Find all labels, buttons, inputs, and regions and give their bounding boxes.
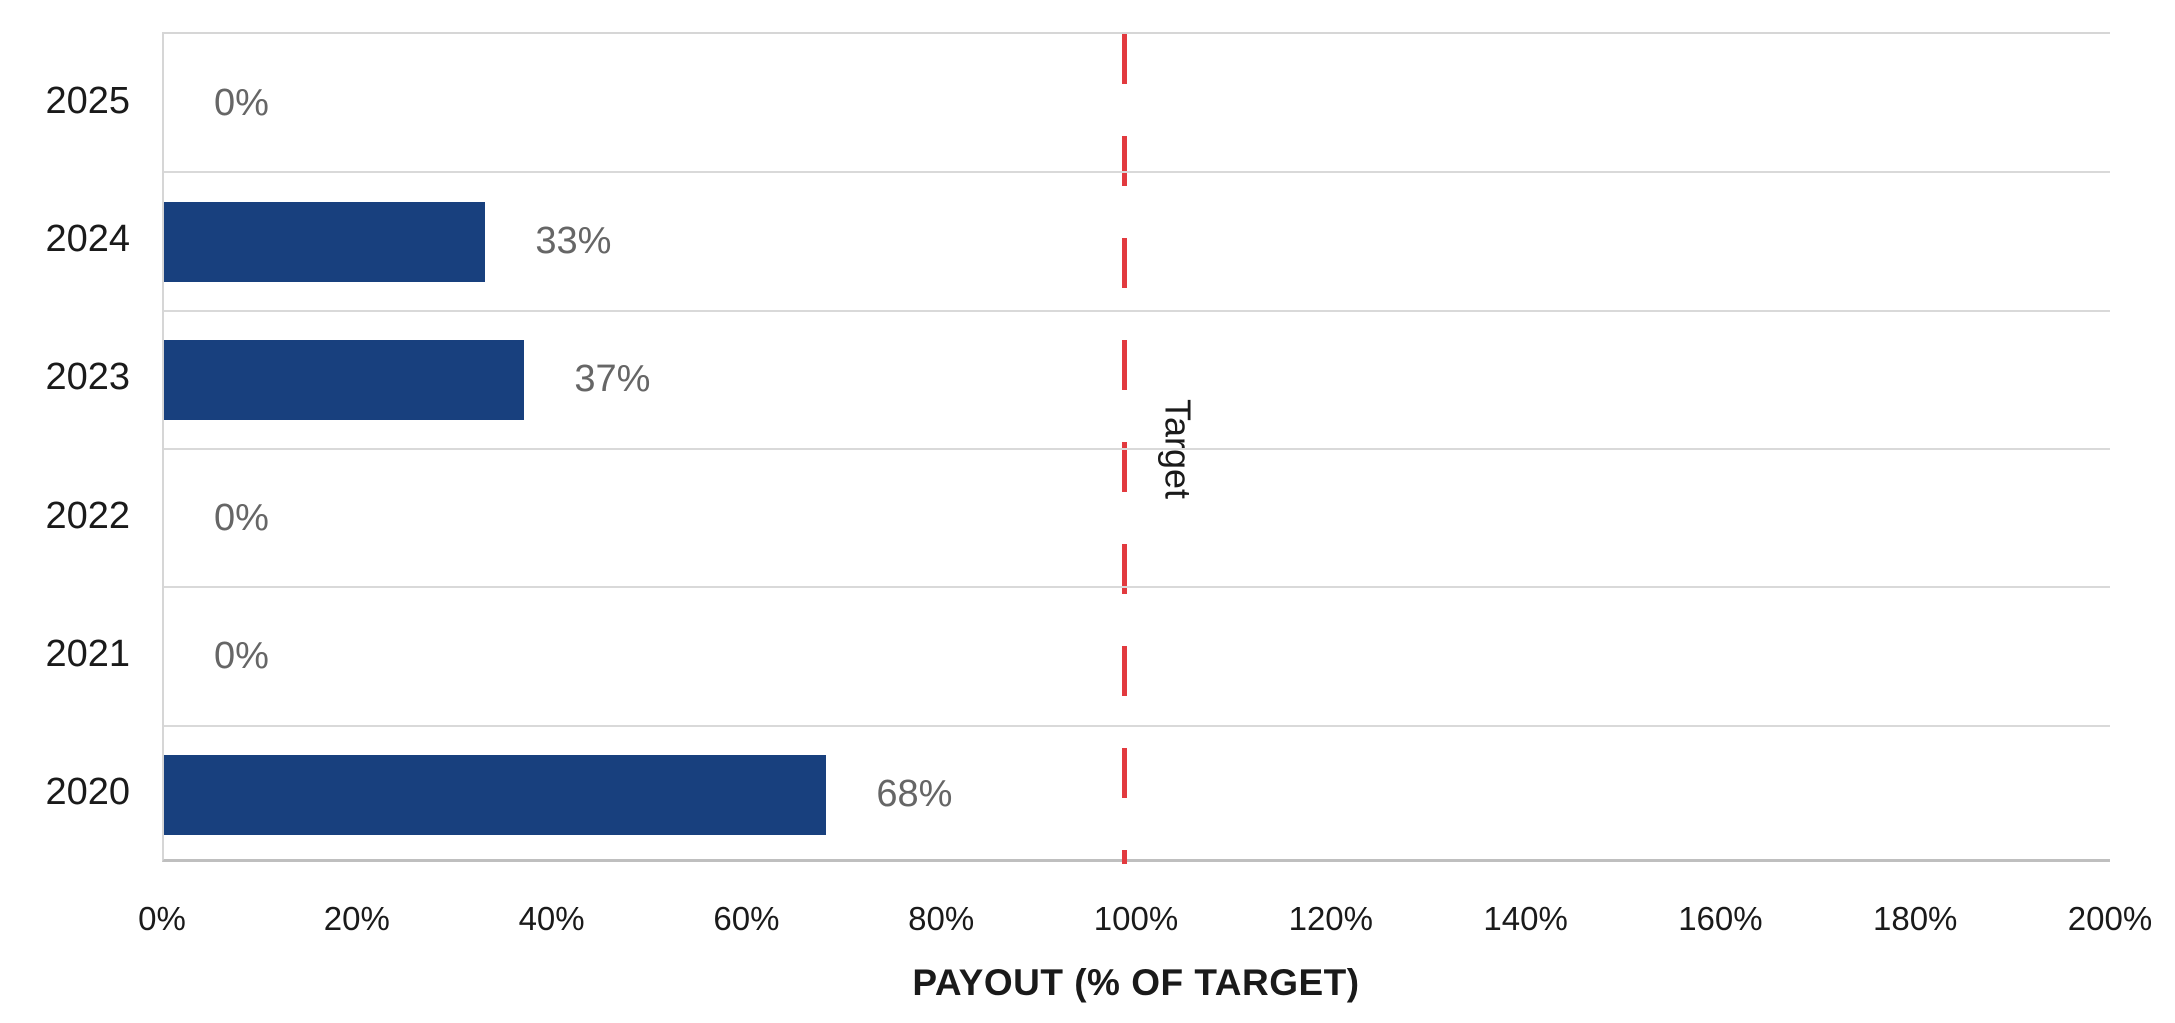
row-separator-gridline xyxy=(164,724,2110,727)
data-label-2022: 0% xyxy=(214,496,269,539)
x-axis-title: PAYOUT (% OF TARGET) xyxy=(912,962,1360,1003)
data-label-2021: 0% xyxy=(214,634,269,677)
x-tick-40pct: 40% xyxy=(518,900,585,937)
data-label-2023: 37% xyxy=(574,358,651,401)
data-label-2024: 33% xyxy=(535,219,612,262)
bar-2024 xyxy=(164,201,486,282)
x-tick-180pct: 180% xyxy=(1872,900,1958,937)
row-separator-gridline xyxy=(164,309,2110,312)
x-tick-120pct: 120% xyxy=(1288,900,1373,937)
row-separator-gridline xyxy=(164,586,2110,589)
category-label-2021: 2021 xyxy=(45,632,130,675)
category-label-2025: 2025 xyxy=(45,79,130,122)
x-tick-80pct: 80% xyxy=(908,900,975,937)
category-label-2022: 2022 xyxy=(45,494,130,537)
data-label-2025: 0% xyxy=(214,81,269,124)
bar-2020 xyxy=(164,754,827,835)
plot-area: Target 0% 33% 37% 0% 0% 68% xyxy=(162,32,2110,864)
category-label-2023: 2023 xyxy=(45,356,130,399)
x-tick-160pct: 160% xyxy=(1678,900,1763,937)
bar-2023 xyxy=(164,339,525,420)
row-separator-gridline xyxy=(164,171,2110,174)
x-tick-60pct: 60% xyxy=(713,900,780,937)
category-label-2024: 2024 xyxy=(45,217,130,260)
x-tick-200pct: 200% xyxy=(2067,900,2153,937)
x-tick-100pct: 100% xyxy=(1093,900,1179,937)
x-tick-0pct: 0% xyxy=(138,900,186,937)
row-separator-gridline xyxy=(164,448,2110,450)
category-label-2020: 2020 xyxy=(45,771,130,814)
x-tick-140pct: 140% xyxy=(1483,900,1568,937)
x-tick-20pct: 20% xyxy=(323,900,390,937)
data-label-2020: 68% xyxy=(876,773,953,816)
